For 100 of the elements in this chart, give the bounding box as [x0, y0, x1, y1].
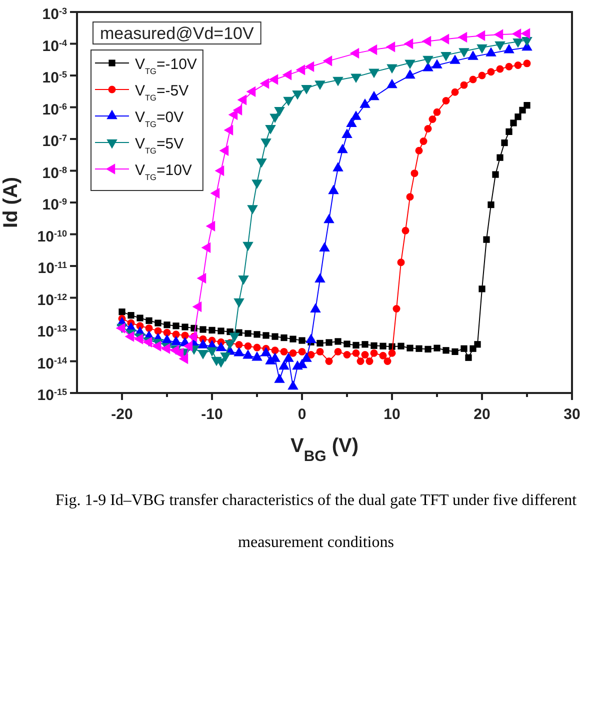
point: [514, 62, 522, 70]
point: [422, 56, 434, 66]
point: [128, 312, 134, 319]
point: [268, 74, 278, 85]
point: [288, 380, 298, 390]
point: [242, 349, 254, 359]
point: [283, 352, 294, 362]
point: [192, 301, 202, 312]
point: [244, 330, 252, 337]
point: [118, 308, 126, 316]
point: [366, 358, 374, 365]
y-tick-label: 10$^{-11}$: [38, 260, 67, 277]
point: [146, 317, 152, 324]
point: [350, 48, 360, 59]
point: [422, 36, 432, 47]
point: [314, 273, 326, 282]
y-tick-label: 10$^{-10}$: [37, 228, 67, 246]
point: [370, 349, 378, 357]
point: [154, 327, 162, 335]
y-tick-label: 10$^{-8}$: [42, 164, 67, 182]
point: [410, 170, 418, 178]
point: [368, 68, 380, 78]
point: [316, 340, 324, 347]
point: [298, 348, 306, 356]
point: [136, 314, 144, 322]
point: [451, 88, 459, 96]
point: [219, 145, 229, 156]
point: [520, 28, 530, 39]
point: [164, 322, 170, 328]
point: [496, 154, 504, 161]
point: [198, 339, 208, 348]
point: [282, 69, 292, 80]
point: [224, 124, 234, 136]
point: [501, 139, 508, 146]
x-tick-label: -20: [111, 406, 133, 423]
point: [404, 38, 414, 50]
point: [478, 286, 486, 292]
point: [332, 76, 344, 86]
point: [343, 351, 351, 359]
point: [510, 120, 517, 126]
point: [496, 65, 504, 73]
point: [388, 349, 396, 357]
point: [506, 128, 512, 135]
legend-label: V$_{TG}$=-10V: [135, 56, 197, 76]
point: [460, 345, 468, 352]
point: [460, 81, 468, 89]
point: [522, 37, 532, 46]
x-tick-label: -10: [201, 406, 223, 423]
point: [458, 48, 470, 58]
y-tick-label: 10$^{-15}$: [37, 387, 67, 404]
x-tick-label: 20: [474, 406, 490, 423]
y-tick-label: 10$^{-12}$: [37, 292, 67, 309]
point: [178, 353, 188, 364]
point: [316, 348, 324, 356]
point: [512, 38, 524, 48]
point: [170, 336, 182, 346]
point: [474, 341, 481, 348]
point: [304, 61, 314, 72]
point: [488, 201, 494, 208]
x-tick-label: 30: [564, 406, 580, 423]
point: [206, 220, 216, 232]
point: [174, 348, 184, 359]
point: [247, 205, 258, 214]
point: [256, 158, 267, 168]
y-tick-label: 10$^{-4}$: [42, 38, 67, 55]
point: [428, 115, 436, 123]
point: [265, 125, 276, 134]
point: [483, 236, 490, 243]
point: [235, 341, 243, 349]
x-tick-label: 0: [298, 406, 306, 423]
point: [181, 332, 189, 340]
x-tick-label: 10: [384, 406, 400, 423]
legend-label: V$_{TG}$=0V: [135, 109, 184, 128]
point: [232, 104, 242, 116]
point: [200, 326, 206, 333]
point: [442, 97, 450, 105]
point: [386, 41, 396, 52]
point: [458, 32, 468, 43]
text: Fig. 1-9 Id–VBG transfer characteristics of the dual gate TFT under five different measurement conditions: [55, 492, 577, 551]
point: [260, 138, 272, 148]
point: [289, 349, 297, 357]
point: [201, 242, 211, 253]
point: [262, 332, 270, 339]
point: [415, 146, 423, 154]
point: [492, 171, 499, 178]
point: [350, 74, 362, 84]
point: [274, 107, 285, 116]
point: [476, 30, 486, 42]
point: [254, 331, 260, 338]
y-tick-label: 10$^{-5}$: [42, 70, 67, 86]
point: [252, 351, 262, 361]
point: [208, 326, 216, 334]
point: [361, 351, 369, 359]
point: [306, 334, 316, 344]
point: [406, 344, 414, 352]
point: [380, 342, 386, 350]
point: [344, 340, 350, 348]
y-axis-title: Id (A): [0, 176, 22, 228]
y-tick-label: 10$^{-7}$: [42, 133, 67, 150]
y-tick-label: 10$^{-3}$: [42, 6, 67, 23]
